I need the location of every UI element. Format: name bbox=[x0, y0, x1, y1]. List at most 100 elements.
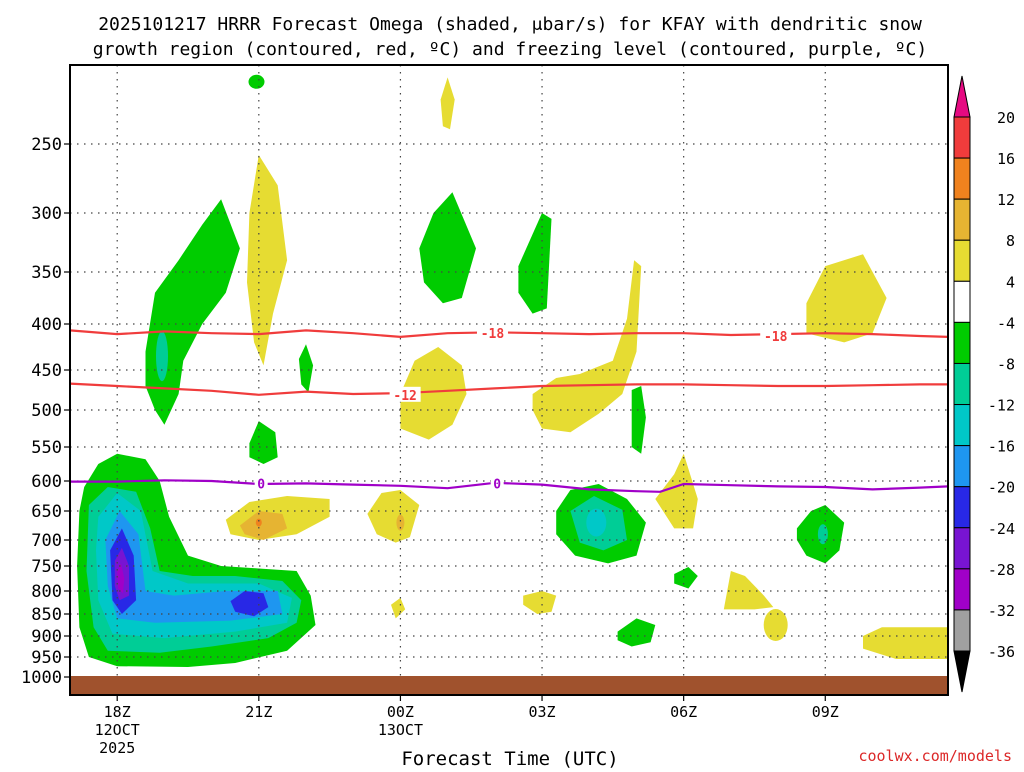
omega-region-descent-f-8 bbox=[396, 514, 405, 531]
y-tick-label: 250 bbox=[31, 135, 62, 155]
y-tick-label: 950 bbox=[31, 648, 62, 668]
x-tick-label: 09Z bbox=[812, 703, 839, 721]
omega-region-upper-left bbox=[145, 199, 240, 425]
colorbar-label: 16 bbox=[997, 150, 1015, 168]
colorbar-label: -28 bbox=[988, 561, 1015, 579]
y-tick-label: 550 bbox=[31, 438, 62, 458]
omega-region-upper-mid-2 bbox=[518, 213, 552, 314]
contour-label: 0 bbox=[257, 477, 265, 492]
omega-region-descent-l bbox=[391, 597, 406, 619]
omega-region-upper-left-8 bbox=[156, 331, 168, 382]
colorbar-label: -20 bbox=[988, 479, 1015, 497]
colorbar-band bbox=[953, 157, 971, 200]
omega-region-descent-j bbox=[763, 609, 788, 641]
y-tick-label: 750 bbox=[31, 557, 62, 577]
omega-shading bbox=[77, 74, 948, 667]
omega-region-descent-h bbox=[723, 571, 774, 610]
contour-label-bg bbox=[490, 475, 504, 491]
colorbar-min-arrow bbox=[953, 650, 971, 693]
colorbar-label: -32 bbox=[988, 602, 1015, 620]
omega-region-upper-mid bbox=[419, 192, 476, 304]
colorbar-label: -16 bbox=[988, 438, 1015, 456]
omega-region-descent-k bbox=[863, 627, 948, 659]
x-tick-label: 06Z bbox=[670, 703, 697, 721]
colorbar-label: -24 bbox=[988, 520, 1015, 538]
colorbar-band bbox=[953, 527, 971, 570]
x-tick-label: 18Z bbox=[104, 703, 131, 721]
contour-line bbox=[69, 382, 948, 396]
omega-region-low-b bbox=[617, 618, 656, 647]
colorbar: 20 16 12 8 4 -4 -8 -12 -16 -20 -24 -28 -32 -36 bbox=[953, 75, 1015, 693]
omega-region-descent-d bbox=[806, 254, 887, 343]
omega-region-low-a bbox=[674, 567, 698, 589]
colorbar-band bbox=[953, 239, 971, 282]
temperature-contours: -18 -18 -12 0 0 bbox=[69, 325, 949, 493]
colorbar-label: -36 bbox=[988, 643, 1015, 661]
colorbar-band bbox=[953, 568, 971, 611]
y-tick-label: 800 bbox=[31, 582, 62, 602]
x-tick-label: 21Z bbox=[245, 703, 272, 721]
colorbar-label: -12 bbox=[988, 397, 1015, 415]
omega-region-mid-left-2 bbox=[249, 421, 278, 464]
contour-label-bg bbox=[389, 386, 421, 402]
plot-frame bbox=[69, 64, 949, 696]
colorbar-band bbox=[953, 198, 971, 241]
y-tick-label: 700 bbox=[31, 531, 62, 551]
y-tick-label: 400 bbox=[31, 315, 62, 335]
omega-region-right-8 bbox=[817, 524, 828, 545]
x-tick-label: 00Z bbox=[387, 703, 414, 721]
ground-fill bbox=[70, 676, 948, 695]
colorbar-band bbox=[953, 116, 971, 159]
contour-label-bg bbox=[254, 475, 268, 491]
grid-lines bbox=[70, 65, 948, 695]
omega-region-top-sliver bbox=[248, 74, 265, 89]
colorbar-band bbox=[953, 486, 971, 529]
omega-region-descent-top bbox=[440, 77, 455, 130]
chart-title-line-2: growth region (contoured, red, ºC) and f… bbox=[93, 39, 927, 60]
x-axis-label: Forecast Time (UTC) bbox=[401, 748, 618, 768]
colorbar-band bbox=[953, 609, 971, 652]
y-tick-label: 500 bbox=[31, 401, 62, 421]
omega-region-descent-f bbox=[367, 490, 420, 543]
colorbar-label: -8 bbox=[997, 355, 1015, 373]
y-tick-label: 650 bbox=[31, 502, 62, 522]
contour-label: -18 bbox=[481, 327, 505, 342]
x-tick-label: 2025 bbox=[99, 739, 135, 757]
colorbar-band bbox=[953, 404, 971, 447]
y-tick-label: 1000 bbox=[21, 668, 62, 688]
omega-region-core-28 bbox=[117, 563, 125, 594]
colorbar-max-arrow bbox=[953, 75, 971, 118]
colorbar-label: 4 bbox=[1006, 273, 1015, 291]
omega-region-descent-g bbox=[655, 453, 698, 529]
x-tick-label: 12OCT bbox=[95, 721, 140, 739]
contour-freezing-level bbox=[70, 479, 949, 493]
contour-label-bg bbox=[760, 327, 792, 343]
colorbar-band bbox=[953, 445, 971, 488]
contour-label: 0 bbox=[493, 477, 501, 492]
y-tick-label: 900 bbox=[31, 627, 62, 647]
omega-region-descent-e-8 bbox=[239, 511, 288, 540]
contour-label: -12 bbox=[393, 389, 416, 404]
contour-label-bg bbox=[476, 325, 508, 341]
y-tick-label: 350 bbox=[31, 263, 62, 283]
contour-line bbox=[69, 329, 949, 339]
y-axis: 2503003504004505005506006507007508008509… bbox=[21, 135, 70, 688]
y-tick-label: 850 bbox=[31, 605, 62, 625]
colorbar-label: -4 bbox=[997, 314, 1015, 332]
omega-region-mid-right bbox=[631, 386, 646, 454]
colorbar-label: 12 bbox=[997, 191, 1015, 209]
omega-region-descent-i bbox=[523, 591, 557, 614]
y-tick-label: 600 bbox=[31, 472, 62, 492]
colorbar-label: 8 bbox=[1006, 232, 1015, 250]
omega-region-mid-left bbox=[298, 344, 314, 393]
colorbar-band bbox=[953, 321, 971, 364]
omega-region-descent-a bbox=[247, 155, 288, 366]
colorbar-band bbox=[953, 280, 971, 323]
omega-region-large-16 bbox=[105, 511, 283, 623]
colorbar-band bbox=[953, 362, 971, 406]
omega-region-descent-e-12 bbox=[255, 518, 262, 527]
credit-text[interactable]: coolwx.com/models bbox=[858, 747, 1012, 765]
